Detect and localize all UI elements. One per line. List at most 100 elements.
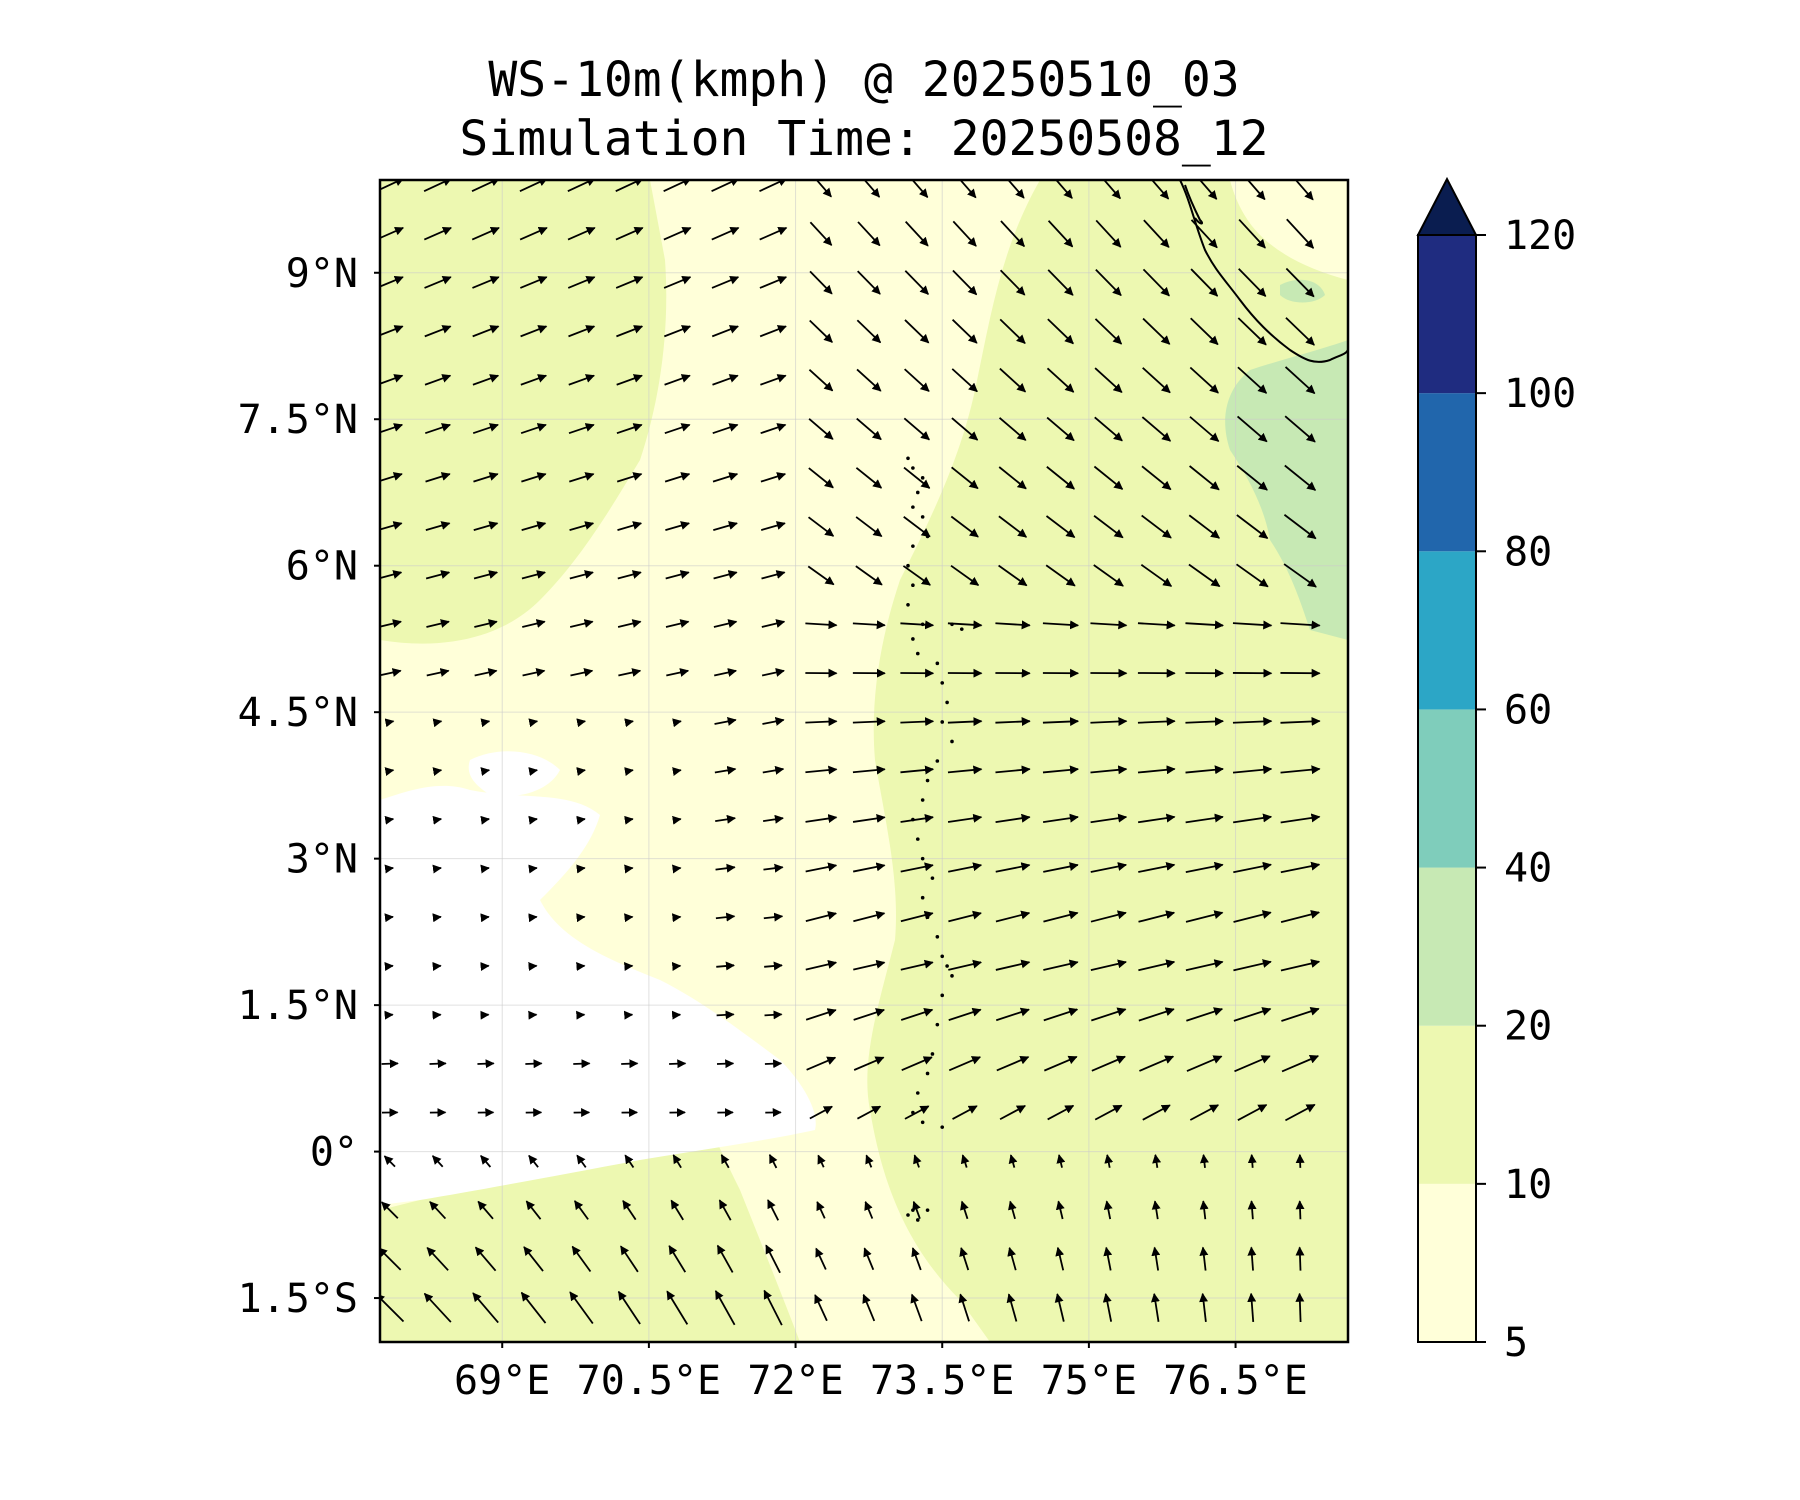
wind-arrow — [951, 466, 979, 490]
island-dot — [911, 637, 915, 641]
wind-arrow — [1199, 1292, 1209, 1322]
wind-arrow — [672, 815, 682, 825]
wind-arrow — [809, 270, 833, 295]
wind-arrow — [1142, 268, 1170, 297]
wind-arrow — [381, 1059, 399, 1069]
wind-arrow — [480, 815, 490, 825]
y-tick-label: 1.5°N — [238, 983, 358, 1029]
wind-arrow — [712, 472, 739, 483]
wind-arrow — [671, 961, 682, 971]
wind-arrow — [576, 718, 587, 728]
wind-arrow — [761, 619, 786, 628]
wind-arrow — [1190, 219, 1218, 249]
wind-arrow — [520, 374, 548, 386]
wind-arrow — [521, 472, 547, 483]
wind-arrow — [672, 1154, 682, 1169]
wind-arrow — [903, 466, 931, 489]
wind-arrow — [814, 1294, 828, 1322]
wind-arrow — [1045, 515, 1076, 539]
wind-arrow — [948, 910, 982, 923]
wind-arrow — [664, 423, 691, 435]
wind-arrow — [1007, 1246, 1017, 1271]
wind-arrow — [1137, 716, 1176, 726]
island-dot — [925, 1208, 930, 1212]
wind-arrow — [1142, 1104, 1171, 1121]
wind-arrow — [1280, 620, 1321, 630]
wind-arrow — [759, 276, 788, 289]
wind-arrow — [1198, 180, 1218, 200]
wind-arrow — [473, 521, 499, 531]
wind-arrow — [672, 864, 682, 874]
wind-arrow — [952, 220, 977, 247]
island-dot — [940, 1125, 945, 1129]
wind-arrow — [432, 815, 443, 825]
wind-arrow — [1055, 180, 1073, 199]
wind-arrow — [571, 1245, 592, 1272]
wind-arrow — [432, 961, 442, 971]
wind-arrow — [1095, 269, 1122, 297]
wind-arrow — [809, 221, 833, 246]
island-dot — [945, 964, 949, 968]
wind-arrow — [1233, 959, 1272, 972]
wind-arrow — [432, 767, 443, 776]
wind-arrow — [624, 961, 634, 971]
colorbar-tick-label: 20 — [1504, 1004, 1552, 1050]
wind-arrow — [1047, 269, 1074, 296]
wind-arrow — [1284, 415, 1316, 443]
wind-arrow — [999, 1105, 1026, 1121]
wind-arrow — [947, 765, 983, 775]
island-dot — [915, 837, 920, 841]
wind-arrow — [1185, 765, 1224, 775]
wind-arrow — [668, 1245, 687, 1273]
wind-arrow — [1247, 1246, 1257, 1271]
wind-arrow — [995, 765, 1031, 775]
wind-arrow — [1141, 514, 1172, 539]
wind-arrow — [521, 521, 547, 531]
wind-arrow — [1284, 366, 1316, 395]
wind-arrow — [1008, 1200, 1017, 1220]
colorbar-segment — [1418, 1025, 1476, 1184]
wind-arrow — [1199, 1246, 1209, 1271]
wind-arrow — [1234, 1055, 1271, 1073]
wind-arrow — [762, 814, 784, 824]
wind-arrow — [900, 813, 934, 823]
wind-arrow — [1189, 416, 1220, 442]
wind-arrow — [1008, 1154, 1018, 1168]
wind-arrow — [1043, 862, 1079, 873]
map-frame — [378, 178, 1350, 1344]
wind-arrow — [1042, 813, 1079, 824]
wind-arrow — [1152, 1154, 1162, 1168]
wind-arrow — [666, 668, 690, 677]
wind-arrow — [768, 1153, 778, 1169]
wind-arrow — [521, 570, 546, 580]
wind-arrow — [621, 1059, 639, 1069]
wind-arrow — [663, 276, 692, 289]
wind-arrow — [1232, 765, 1273, 775]
wind-arrow — [425, 472, 451, 483]
wind-arrow — [472, 276, 500, 289]
wind-arrow — [1094, 367, 1123, 393]
wind-arrow — [1233, 813, 1273, 824]
wind-arrow — [951, 319, 978, 344]
wind-arrow — [576, 961, 586, 971]
wind-arrow — [807, 565, 835, 586]
wind-arrow — [624, 1154, 635, 1169]
wind-arrow — [569, 1291, 594, 1325]
wind-arrow — [574, 1200, 589, 1220]
wind-arrow — [864, 1200, 874, 1219]
wind-arrow — [1237, 317, 1267, 346]
wind-arrow — [816, 1201, 826, 1219]
y-tick-label: 0° — [310, 1130, 358, 1176]
wind-arrow — [995, 862, 1031, 873]
chart-title-line1: WS-10m(kmph) @ 20250510_03 — [488, 52, 1239, 108]
wind-arrow — [952, 269, 978, 296]
wind-arrow — [528, 815, 538, 825]
wind-arrow — [425, 521, 451, 531]
wind-arrow — [711, 276, 740, 289]
wind-arrow — [856, 319, 882, 344]
wind-arrow — [948, 959, 982, 971]
wind-arrow — [1281, 1055, 1319, 1073]
fill-below-5-strip — [468, 751, 560, 797]
y-tick-label: 1.5°S — [238, 1276, 358, 1322]
wind-arrow — [1235, 563, 1269, 588]
